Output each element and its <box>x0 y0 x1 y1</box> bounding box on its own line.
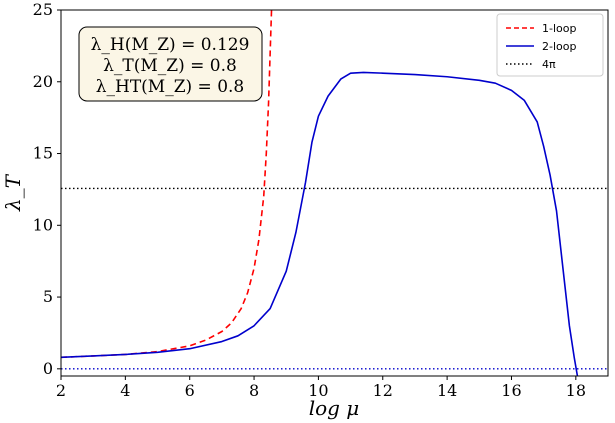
annotation-line-3: λ_HT(M_Z) = 0.8 <box>96 77 245 97</box>
x-axis-label: log μ <box>309 396 360 420</box>
y-tick-label: 5 <box>43 287 53 306</box>
x-tick-label: 12 <box>373 381 393 400</box>
legend-label-2-loop: 2-loop <box>542 40 576 53</box>
x-tick-label: 16 <box>501 381 521 400</box>
y-tick-label: 25 <box>33 0 53 19</box>
annotation-line-1: λ_H(M_Z) = 0.129 <box>91 35 250 55</box>
series-2-loop-line <box>61 71 579 376</box>
x-tick-label: 14 <box>437 381 457 400</box>
legend-label-1-loop: 1-loop <box>542 22 576 35</box>
x-tick-label: 18 <box>566 381 586 400</box>
annotation-box: λ_H(M_Z) = 0.129 λ_T(M_Z) = 0.8 λ_HT(M_Z… <box>78 26 263 102</box>
x-tick-label: 2 <box>56 381 66 400</box>
x-tick-label: 6 <box>185 381 195 400</box>
y-tick-label: 15 <box>33 144 53 163</box>
y-axis-label: λ_T <box>1 173 25 212</box>
plot-frame <box>60 9 609 377</box>
x-tick-label: 8 <box>249 381 259 400</box>
legend-label-4pi: 4π <box>542 58 556 71</box>
y-tick-label: 20 <box>33 72 53 91</box>
x-tick-label: 4 <box>120 381 130 400</box>
legend: 1-loop 2-loop 4π <box>496 13 604 77</box>
x-tick-label: 10 <box>308 381 328 400</box>
y-tick-label: 0 <box>43 359 53 378</box>
annotation-line-2: λ_T(M_Z) = 0.8 <box>103 56 237 76</box>
series-layer <box>61 10 608 376</box>
y-tick-label: 10 <box>33 215 53 234</box>
tick-layer: 2 4 6 8 10 12 14 16 18 0 5 10 15 20 25 <box>33 0 586 400</box>
